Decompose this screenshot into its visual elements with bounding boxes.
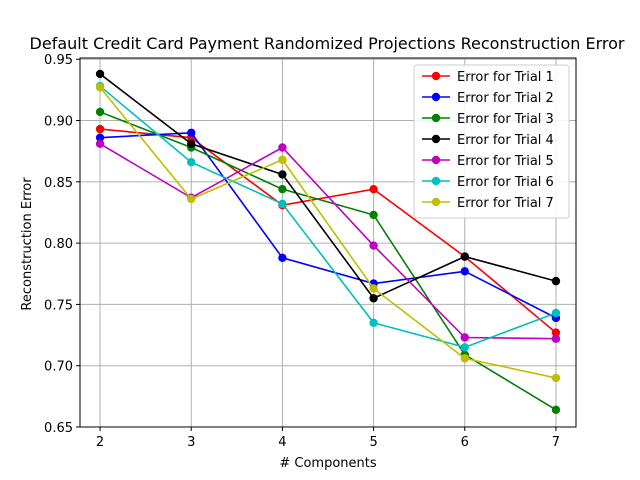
- x-axis-ticks: 2 3 4 5 6 7: [96, 427, 560, 450]
- legend: Error for Trial 1 Error for Trial 2 Error …: [413, 64, 570, 219]
- legend-entry: Error for Trial 2: [422, 91, 554, 106]
- x-tick-label: 5: [369, 435, 377, 450]
- data-point: [551, 334, 561, 343]
- legend-marker: [431, 134, 441, 144]
- series-line: [99, 143, 556, 340]
- legend-label: Error for Trial 6: [457, 175, 554, 190]
- data-point: [460, 333, 469, 342]
- legend-entry: Error for Trial 3: [422, 112, 554, 127]
- y-tick-label: 0.90: [44, 115, 73, 130]
- data-point: [95, 69, 105, 79]
- series-trial-4: [95, 69, 561, 303]
- legend-label: Error for Trial 1: [457, 70, 554, 85]
- chart-title: Default Credit Card Payment Randomized P…: [30, 34, 625, 53]
- data-point: [551, 308, 561, 318]
- data-point: [278, 184, 287, 194]
- legend-label: Error for Trial 4: [457, 133, 554, 148]
- legend-marker: [431, 113, 441, 123]
- data-point: [278, 155, 287, 164]
- data-point: [369, 318, 378, 327]
- legend-marker: [431, 92, 441, 102]
- data-point: [551, 328, 561, 337]
- data-point: [369, 294, 378, 303]
- series-line: [99, 85, 557, 349]
- data-point: [278, 199, 287, 209]
- x-tick-label: 6: [461, 435, 469, 450]
- data-point: [95, 107, 105, 117]
- data-point: [460, 343, 469, 352]
- x-tick-label: 2: [96, 435, 104, 450]
- data-point: [95, 83, 105, 92]
- legend-entry: Error for Trial 1: [422, 70, 554, 85]
- x-tick-label: 4: [278, 435, 286, 450]
- plot-frame: [79, 57, 577, 428]
- data-point: [551, 276, 561, 286]
- y-tick-label: 0.70: [44, 360, 73, 375]
- data-point: [278, 170, 287, 179]
- data-point: [187, 128, 196, 137]
- legend-box: [413, 64, 570, 219]
- data-point: [460, 354, 469, 363]
- series-line: [100, 131, 557, 319]
- data-point: [187, 139, 196, 149]
- legend-label: Error for Trial 3: [457, 112, 554, 127]
- series-trial-2: [95, 128, 561, 323]
- data-point: [369, 184, 378, 194]
- y-tick-label: 0.85: [44, 176, 73, 191]
- x-tick-label: 7: [552, 435, 560, 450]
- legend-label: Error for Trial 2: [457, 91, 554, 106]
- y-tick-label: 0.95: [44, 53, 73, 68]
- legend-entry: Error for Trial 4: [422, 133, 554, 148]
- x-axis-label: # Components: [279, 456, 376, 471]
- legend-marker: [431, 176, 441, 186]
- data-point: [460, 252, 469, 261]
- legend-label: Error for Trial 7: [457, 196, 554, 211]
- data-point: [551, 405, 561, 415]
- legend-marker: [431, 197, 441, 207]
- y-tick-label: 0.65: [44, 421, 73, 436]
- y-axis-ticks: 0.65 0.70 0.75 0.80 0.85 0.90 0.95: [44, 53, 80, 436]
- series-line: [99, 86, 557, 379]
- x-tick-label: 3: [187, 435, 195, 450]
- legend-marker: [431, 155, 441, 165]
- data-point: [369, 284, 378, 293]
- data-point: [95, 124, 105, 134]
- y-tick-label: 0.80: [44, 237, 73, 252]
- data-point: [460, 267, 469, 276]
- data-point: [369, 210, 378, 220]
- data-point: [95, 133, 105, 142]
- legend-entry: Error for Trial 5: [422, 154, 554, 169]
- data-point: [278, 143, 287, 152]
- y-tick-label: 0.75: [44, 298, 73, 313]
- series-trial-7: [95, 83, 561, 383]
- y-axis-label: Reconstruction Error: [20, 177, 35, 311]
- legend-label: Error for Trial 5: [457, 154, 554, 169]
- data-point: [187, 158, 196, 167]
- legend-entry: Error for Trial 6: [422, 175, 554, 190]
- series-line: [99, 73, 557, 300]
- legend-entry: Error for Trial 7: [422, 196, 554, 211]
- data-point: [369, 241, 378, 250]
- data-point: [95, 139, 105, 149]
- legend-marker: [431, 71, 441, 81]
- series-line: [99, 111, 557, 411]
- data-point: [187, 194, 196, 204]
- data-point: [278, 253, 287, 263]
- data-point: [551, 373, 561, 383]
- series-layer: [95, 69, 561, 415]
